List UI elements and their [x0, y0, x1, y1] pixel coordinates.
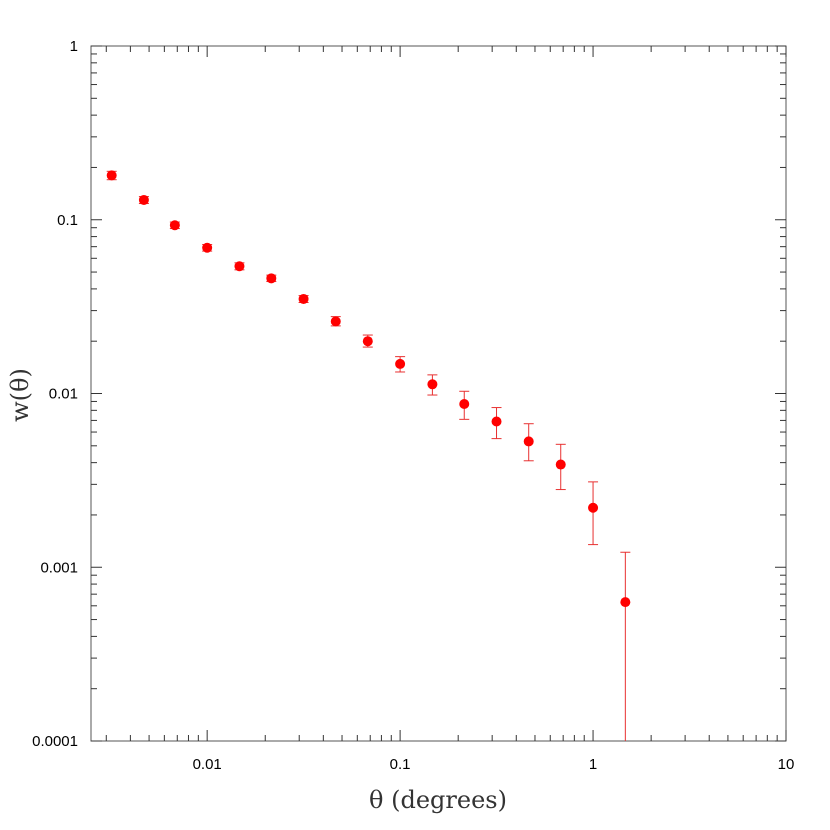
minor-ticks: [91, 46, 786, 741]
data-point: [138, 194, 149, 205]
data-points: [106, 170, 631, 608]
data-point: [169, 220, 180, 231]
x-axis-title: θ (degrees): [369, 786, 507, 814]
x-tick-labels: 0.01 0.1 1 10: [193, 756, 795, 773]
data-point: [234, 261, 245, 272]
x-tick-label: 10: [778, 756, 795, 773]
data-point: [330, 316, 341, 327]
y-tick-label: 0.001: [40, 559, 78, 576]
y-tick-label: 0.01: [49, 386, 78, 403]
data-point: [362, 336, 373, 347]
y-axis-title: w(θ): [6, 368, 34, 422]
major-ticks: [91, 45, 787, 742]
data-point: [491, 416, 502, 427]
data-point: [588, 502, 599, 513]
x-tick-label: 0.1: [390, 756, 411, 773]
data-point: [202, 242, 213, 253]
data-point: [555, 459, 566, 470]
data-point: [266, 273, 277, 284]
data-point: [523, 436, 534, 447]
data-point: [459, 399, 470, 410]
y-tick-label: 0.1: [57, 212, 78, 229]
x-tick-label: 0.01: [193, 756, 222, 773]
y-tick-label: 0.0001: [32, 733, 78, 750]
data-point: [106, 170, 117, 181]
x-tick-label: 1: [589, 756, 597, 773]
y-tick-label: 1: [70, 38, 78, 55]
data-point: [427, 379, 438, 390]
data-point: [395, 358, 406, 369]
y-tick-labels: 0.0001 0.001 0.01 0.1 1: [32, 38, 78, 750]
data-point: [620, 597, 631, 608]
data-point: [298, 293, 309, 304]
